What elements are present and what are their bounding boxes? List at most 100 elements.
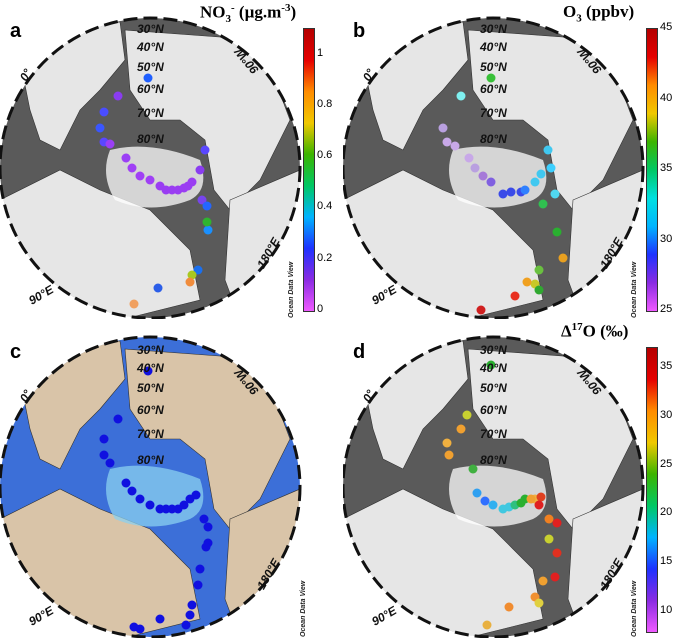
colorbar-tick: 0: [317, 303, 324, 315]
station-point: [552, 518, 562, 528]
map-frame: [343, 335, 645, 638]
station-point: [444, 450, 454, 460]
station-point: [99, 450, 109, 460]
station-point: [187, 600, 197, 610]
lat-label-40: 40°N: [480, 40, 507, 54]
station-point: [538, 199, 548, 209]
station-point: [153, 283, 163, 293]
colorbar-tick: 25: [660, 303, 673, 315]
colorbar-tick: 15: [660, 555, 673, 568]
station-point: [534, 500, 544, 510]
station-point: [145, 500, 155, 510]
station-point: [476, 305, 486, 315]
station-point: [456, 91, 466, 101]
map-frame: [343, 16, 645, 319]
station-point: [200, 145, 210, 155]
odv-watermark: Ocean Data View: [300, 580, 307, 637]
lat-label-80: 80°N: [137, 453, 164, 467]
station-point: [482, 620, 492, 630]
colorbar-tick: 30: [660, 408, 673, 421]
odv-watermark: Ocean Data View: [288, 261, 295, 318]
panel-b: b O3 (ppbv) 30°N 40°N 50°N 60°N 70°N 80°…: [343, 0, 685, 319]
lat-label-40: 40°N: [137, 361, 164, 375]
colorbar-tick: 35: [660, 359, 673, 372]
lat-label-50: 50°N: [137, 60, 164, 74]
station-point: [105, 139, 115, 149]
station-point: [478, 171, 488, 181]
panel-a: a NO3- (µg.m-3) 30°N 40°N 50°N 60°N 70°N…: [0, 0, 342, 319]
lat-label-80: 80°N: [480, 132, 507, 146]
station-point: [438, 123, 448, 133]
colorbar-tick: 25: [660, 457, 673, 470]
lat-label-40: 40°N: [480, 361, 507, 375]
station-point: [522, 277, 532, 287]
lat-label-50: 50°N: [480, 381, 507, 395]
colorbar-tick: 0.4: [317, 200, 333, 213]
station-point: [488, 500, 498, 510]
station-point: [185, 610, 195, 620]
lat-label-60: 60°N: [137, 82, 164, 96]
station-point: [442, 137, 452, 147]
panel-label: b: [353, 20, 366, 42]
station-point: [468, 464, 478, 474]
colorbar-tick: 1: [317, 46, 324, 59]
station-point: [486, 360, 496, 370]
colorbar-tick: 30: [660, 232, 673, 245]
station-point: [145, 175, 155, 185]
station-point: [486, 73, 496, 83]
lat-label-80: 80°N: [480, 453, 507, 467]
station-point: [526, 494, 536, 504]
station-point: [135, 171, 145, 181]
map-a: [0, 16, 302, 319]
map-frame: [0, 16, 302, 319]
station-point: [203, 225, 213, 235]
station-point: [185, 277, 195, 287]
station-point: [129, 299, 139, 309]
station-point: [181, 620, 191, 630]
station-point: [552, 227, 562, 237]
colorbar-tick: 10: [660, 604, 673, 617]
station-point: [530, 177, 540, 187]
panel-title: Δ17O (‰): [561, 321, 629, 341]
lat-label-70: 70°N: [137, 427, 164, 441]
station-point: [197, 195, 207, 205]
station-point: [121, 478, 131, 488]
lat-label-70: 70°N: [137, 106, 164, 120]
lat-label-30: 30°N: [137, 343, 164, 357]
lat-label-30: 30°N: [480, 22, 507, 36]
station-point: [187, 270, 197, 280]
station-point: [544, 534, 554, 544]
lat-label-60: 60°N: [480, 403, 507, 417]
lat-label-40: 40°N: [137, 40, 164, 54]
colorbar-d: [646, 347, 658, 633]
station-point: [195, 564, 205, 574]
station-point: [199, 514, 209, 524]
station-point: [544, 514, 554, 524]
lat-label-60: 60°N: [480, 82, 507, 96]
panel-title: NO3- (µg.m-3): [200, 2, 297, 26]
station-point: [135, 494, 145, 504]
station-point: [520, 185, 530, 195]
colorbar-tick: 20: [660, 506, 673, 519]
station-point: [534, 265, 544, 275]
station-point: [99, 434, 109, 444]
colorbar-b: [646, 28, 658, 312]
panel-label: d: [353, 341, 366, 363]
station-point: [127, 163, 137, 173]
station-point: [462, 410, 472, 420]
lat-label-60: 60°N: [137, 403, 164, 417]
shelf: [449, 465, 547, 527]
station-point: [534, 285, 544, 295]
station-point: [113, 414, 123, 424]
colorbar-tick: 0.6: [317, 149, 333, 162]
lat-label-30: 30°N: [480, 343, 507, 357]
panel-label: a: [10, 20, 22, 42]
map-b: [343, 16, 645, 319]
station-point: [99, 107, 109, 117]
station-point: [113, 91, 123, 101]
station-point: [442, 438, 452, 448]
station-point: [195, 165, 205, 175]
station-point: [202, 201, 212, 211]
station-point: [536, 169, 546, 179]
station-point: [450, 141, 460, 151]
